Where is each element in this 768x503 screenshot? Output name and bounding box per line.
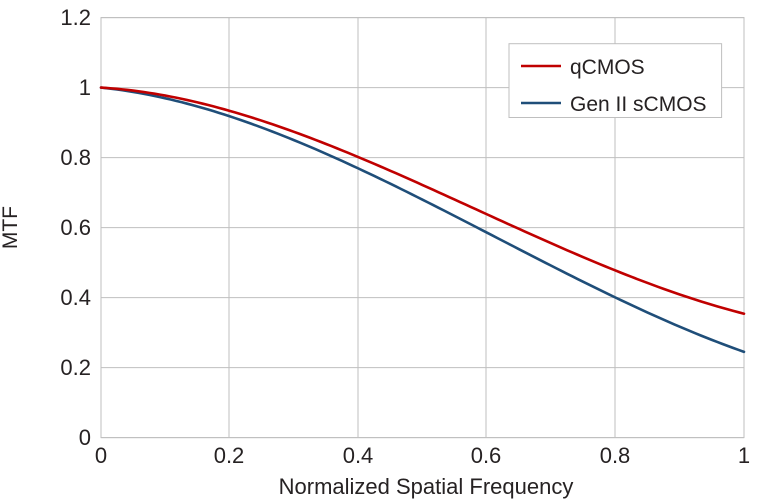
svg-text:MTF: MTF: [0, 206, 22, 249]
svg-text:0: 0: [79, 425, 91, 450]
svg-text:0.2: 0.2: [214, 443, 245, 468]
svg-text:0.6: 0.6: [471, 443, 502, 468]
svg-text:Normalized Spatial Frequency: Normalized Spatial Frequency: [279, 474, 574, 499]
svg-text:1: 1: [738, 443, 750, 468]
svg-text:Gen II sCMOS: Gen II sCMOS: [570, 93, 707, 116]
svg-text:1.2: 1.2: [60, 5, 91, 30]
svg-text:0.4: 0.4: [343, 443, 374, 468]
svg-text:0.8: 0.8: [60, 145, 91, 170]
svg-text:0: 0: [95, 443, 107, 468]
svg-text:qCMOS: qCMOS: [570, 56, 645, 79]
svg-text:0.4: 0.4: [60, 285, 91, 310]
svg-text:1: 1: [79, 75, 91, 100]
svg-text:0.8: 0.8: [600, 443, 631, 468]
svg-text:0.6: 0.6: [60, 215, 91, 240]
svg-text:0.2: 0.2: [60, 355, 91, 380]
